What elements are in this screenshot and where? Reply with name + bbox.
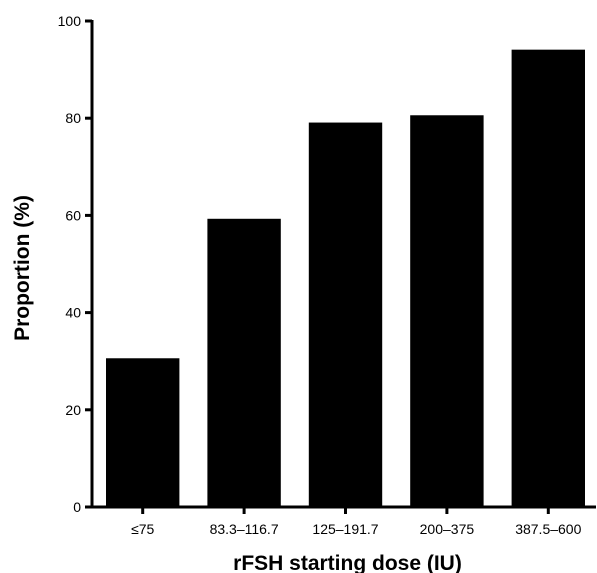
bar <box>106 358 180 508</box>
y-tick-label: 40 <box>65 305 81 321</box>
bar <box>207 218 281 508</box>
x-tick-label: 200–375 <box>420 521 475 537</box>
x-axis-title: rFSH starting dose (IU) <box>233 552 462 573</box>
x-tick-label: 125–191.7 <box>312 521 378 537</box>
x-tick-label: ≤75 <box>131 521 154 537</box>
y-tick-label: 80 <box>65 110 81 126</box>
x-axis-ticks: ≤75 83.3–116.7 125–191.7 200–375 387.5–600 <box>131 507 582 537</box>
bar <box>410 115 484 508</box>
x-tick-label: 83.3–116.7 <box>210 521 279 537</box>
y-tick-label: 100 <box>58 13 82 29</box>
bar <box>308 122 383 508</box>
bars <box>106 49 585 508</box>
y-tick-label: 60 <box>65 207 81 223</box>
x-tick-label: 387.5–600 <box>515 521 581 537</box>
y-axis-ticks: 0 20 40 60 80 100 <box>58 13 92 515</box>
bar <box>511 49 585 508</box>
y-tick-label: 20 <box>65 402 81 418</box>
y-axis-title: Proportion (%) <box>11 195 34 341</box>
y-tick-label: 0 <box>73 499 81 515</box>
